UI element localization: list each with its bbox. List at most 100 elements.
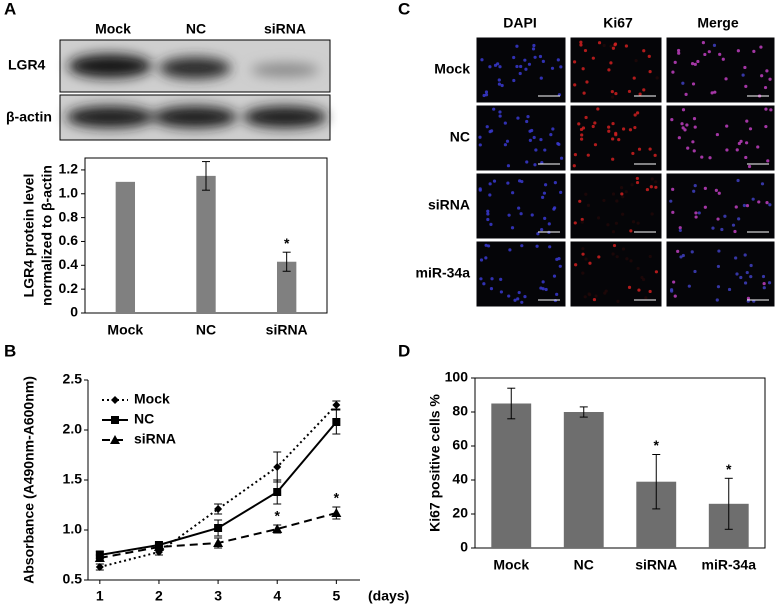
cell bbox=[579, 40, 583, 44]
cell bbox=[478, 188, 482, 192]
marker bbox=[273, 463, 282, 471]
cell bbox=[499, 290, 504, 294]
cell bbox=[524, 67, 528, 71]
cell bbox=[759, 45, 763, 49]
cell bbox=[745, 119, 749, 123]
cell bbox=[515, 44, 519, 48]
cell bbox=[747, 164, 752, 169]
cell bbox=[707, 50, 711, 54]
cell bbox=[580, 220, 584, 224]
cell bbox=[583, 48, 588, 53]
panel-label: C bbox=[398, 0, 410, 18]
cell bbox=[499, 277, 503, 281]
y-axis-label: Ki67 positive cells % bbox=[427, 394, 443, 532]
column-label: Ki67 bbox=[603, 15, 633, 31]
annotation: * bbox=[654, 437, 660, 453]
cell bbox=[518, 71, 522, 76]
y-tick-label: 60 bbox=[452, 437, 468, 453]
x-tick-label: miR-34a bbox=[702, 557, 757, 573]
cell bbox=[583, 295, 587, 299]
annotation: * bbox=[284, 235, 290, 251]
cell bbox=[572, 164, 576, 168]
cell bbox=[637, 288, 641, 292]
cell bbox=[579, 137, 584, 141]
cell bbox=[632, 76, 636, 80]
legend-marker bbox=[111, 396, 119, 404]
cell bbox=[703, 205, 707, 209]
cell bbox=[723, 214, 727, 218]
cell bbox=[488, 182, 492, 186]
cell bbox=[744, 84, 748, 88]
cell bbox=[592, 297, 597, 302]
cell bbox=[760, 182, 765, 186]
bar bbox=[491, 403, 532, 548]
cell bbox=[516, 116, 520, 120]
marker bbox=[272, 524, 283, 533]
cell bbox=[484, 93, 489, 97]
legend-marker bbox=[111, 416, 119, 424]
x-tick-label: 5 bbox=[332, 588, 340, 604]
cell bbox=[574, 263, 578, 267]
cell bbox=[694, 215, 698, 219]
marker bbox=[95, 563, 104, 571]
micrograph bbox=[475, 104, 567, 172]
cell bbox=[673, 60, 677, 65]
x-axis-label: (days) bbox=[368, 588, 409, 604]
cell bbox=[588, 261, 592, 265]
cell bbox=[621, 127, 626, 131]
cell bbox=[633, 125, 637, 130]
cell bbox=[766, 159, 770, 163]
cell bbox=[739, 275, 743, 280]
marker bbox=[331, 508, 342, 517]
cell bbox=[647, 54, 651, 58]
marker bbox=[273, 488, 282, 496]
cell bbox=[679, 255, 683, 259]
cell bbox=[671, 70, 675, 74]
cell bbox=[609, 44, 613, 48]
cell bbox=[512, 55, 516, 60]
cell bbox=[582, 91, 586, 95]
cell bbox=[650, 212, 654, 216]
cell bbox=[539, 137, 543, 142]
cell bbox=[584, 115, 588, 120]
cell bbox=[506, 181, 510, 185]
cell bbox=[486, 212, 490, 216]
cell bbox=[678, 228, 682, 233]
cell bbox=[676, 249, 680, 253]
y-tick-label: 0.2 bbox=[59, 280, 79, 296]
cell bbox=[533, 55, 537, 59]
y-tick-label: 0.4 bbox=[59, 256, 79, 272]
cell bbox=[612, 243, 617, 248]
cell bbox=[555, 292, 559, 296]
column-label: Merge bbox=[697, 15, 738, 31]
cell bbox=[512, 78, 516, 83]
line bbox=[99, 404, 338, 568]
cell bbox=[581, 247, 585, 251]
cell bbox=[654, 185, 658, 189]
cell bbox=[594, 294, 598, 298]
cell bbox=[556, 141, 560, 146]
cell bbox=[635, 180, 640, 185]
cell bbox=[497, 82, 502, 86]
cell bbox=[535, 244, 539, 248]
cell bbox=[588, 293, 592, 297]
row-label: miR-34a bbox=[416, 265, 471, 281]
cell bbox=[669, 199, 673, 203]
cell bbox=[716, 285, 721, 289]
legend-marker bbox=[110, 435, 120, 444]
cell bbox=[731, 223, 736, 227]
cell bbox=[478, 135, 482, 139]
cell bbox=[634, 58, 638, 63]
y-tick-label: 80 bbox=[452, 403, 468, 419]
cell bbox=[671, 187, 675, 191]
cell bbox=[629, 259, 633, 263]
cell bbox=[523, 294, 527, 299]
cell bbox=[697, 211, 701, 215]
cell bbox=[614, 91, 618, 96]
y-tick-label: 0.8 bbox=[59, 208, 79, 224]
cell bbox=[559, 190, 563, 194]
cell bbox=[607, 129, 611, 133]
cell bbox=[692, 149, 696, 153]
x-tick-label: siRNA bbox=[266, 322, 308, 338]
cell bbox=[503, 143, 508, 147]
